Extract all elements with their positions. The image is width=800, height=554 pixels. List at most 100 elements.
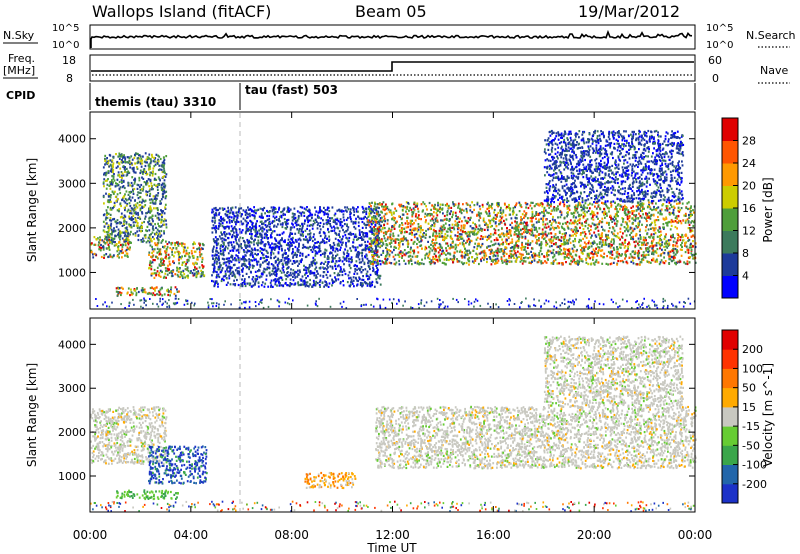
echo-cell	[162, 160, 165, 163]
echo-cell	[108, 229, 110, 232]
echo-cell	[238, 245, 240, 248]
echo-cell	[262, 248, 265, 252]
echo-cell	[251, 254, 254, 257]
echo-cell	[383, 237, 386, 240]
echo-cell	[545, 241, 548, 244]
echo-cell	[138, 226, 141, 229]
echo-cell	[489, 235, 492, 238]
echo-cell	[680, 207, 683, 210]
echo-cell	[157, 168, 160, 172]
echo-cell	[477, 227, 480, 230]
echo-cell	[333, 225, 335, 228]
echo-cell	[104, 174, 107, 177]
echo-cell	[284, 249, 286, 252]
echo-cell	[98, 248, 101, 251]
echo-cell	[327, 220, 330, 223]
echo-cell	[148, 253, 150, 256]
echo-cell	[173, 261, 175, 265]
echo-cell	[344, 206, 346, 209]
echo-cell	[331, 206, 334, 209]
echo-cell	[460, 212, 463, 215]
echo-cell	[278, 277, 281, 280]
echo-cell	[236, 235, 238, 238]
echo-cell	[605, 205, 608, 208]
echo-cell	[287, 258, 290, 261]
echo-cell	[265, 236, 268, 239]
echo-cell	[297, 284, 300, 287]
echo-cell	[498, 204, 500, 207]
echo-cell	[648, 201, 650, 204]
echo-cell	[389, 209, 392, 212]
echo-cell	[438, 246, 441, 249]
echo-cell	[141, 206, 144, 209]
echo-cell	[200, 253, 203, 256]
echo-cell	[515, 254, 518, 257]
echo-cell	[660, 238, 663, 242]
echo-cell	[659, 230, 662, 233]
echo-cell	[272, 267, 274, 270]
echo-cell	[326, 264, 329, 267]
echo-cell	[127, 232, 130, 235]
echo-cell	[306, 227, 308, 230]
echo-cell	[153, 276, 156, 279]
echo-cell	[151, 218, 154, 221]
echo-cell	[301, 254, 304, 257]
echo-cell	[156, 212, 159, 215]
echo-cell	[317, 211, 320, 214]
echo-cell	[156, 251, 159, 254]
echo-cell	[136, 222, 139, 225]
echo-cell	[315, 246, 318, 249]
echo-cell	[223, 258, 225, 261]
echo-cell	[126, 291, 129, 294]
echo-cell	[385, 262, 388, 265]
echo-cell	[662, 251, 665, 254]
echo-cell	[360, 251, 363, 255]
echo-cell	[339, 248, 341, 251]
echo-cell	[445, 242, 447, 245]
echo-cell	[323, 285, 325, 288]
echo-cell	[456, 221, 459, 224]
echo-cell	[476, 214, 479, 217]
echo-cell	[128, 159, 131, 162]
echo-cell	[336, 253, 339, 256]
echo-cell	[234, 237, 237, 241]
echo-cell	[161, 211, 164, 214]
echo-cell	[215, 231, 217, 234]
echo-cell	[227, 252, 230, 255]
echo-cell	[662, 261, 665, 264]
echo-cell	[174, 242, 177, 245]
echo-cell	[117, 291, 120, 294]
echo-cell	[575, 250, 578, 253]
echo-cell	[309, 283, 311, 286]
echo-cell	[529, 204, 532, 207]
echo-cell	[578, 221, 581, 224]
echo-cell	[286, 210, 288, 213]
echo-cell	[139, 203, 142, 207]
echo-cell	[371, 231, 373, 234]
echo-cell	[524, 235, 527, 238]
echo-cell	[624, 257, 626, 260]
echo-cell	[533, 226, 536, 229]
echo-cell	[151, 245, 153, 248]
echo-cell	[223, 238, 226, 241]
echo-cell	[157, 241, 160, 244]
echo-cell	[153, 248, 156, 251]
echo-cell	[130, 199, 132, 202]
echo-cell	[544, 230, 547, 233]
echo-cell	[530, 207, 533, 210]
echo-cell	[107, 231, 109, 234]
echo-cell	[577, 201, 580, 204]
echo-cell	[265, 249, 268, 252]
echo-cell	[311, 224, 314, 227]
echo-cell	[279, 244, 282, 247]
echo-cell	[332, 219, 335, 222]
echo-cell	[568, 248, 571, 251]
echo-cell	[179, 242, 181, 245]
echo-cell	[311, 260, 314, 263]
echo-cell	[275, 274, 278, 278]
echo-cell	[479, 216, 482, 219]
echo-cell	[255, 260, 258, 263]
echo-cell	[252, 210, 255, 213]
echo-cell	[416, 242, 418, 246]
echo-cell	[276, 245, 278, 248]
